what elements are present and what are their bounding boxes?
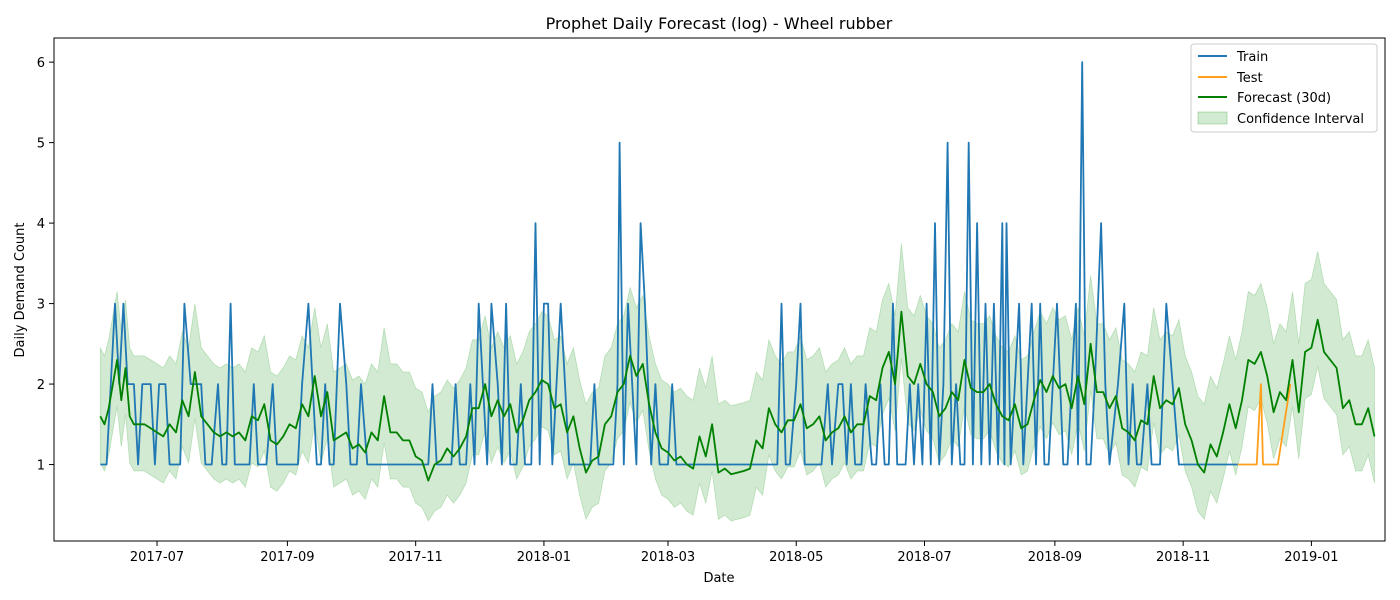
legend-ci-label: Confidence Interval [1237,112,1364,127]
legend-test-label: Test [1236,71,1263,86]
x-tick-label: 2018-07 [897,550,951,565]
x-axis: 2017-07 2017-09 2017-11 2018-01 2018-03 2018-… [130,541,1339,565]
x-tick-label: 2017-09 [260,550,314,565]
legend: Train Test Forecast (30d) Confidence Int… [1190,43,1378,133]
train-series-line [100,61,1238,466]
x-tick-label: 2018-03 [641,550,695,565]
y-tick-label: 1 [37,459,45,474]
x-tick-label: 2018-11 [1156,550,1210,565]
x-tick-label: 2018-05 [769,550,823,565]
x-tick-label: 2018-09 [1028,550,1082,565]
x-axis-label: Date [703,571,734,586]
y-tick-label: 2 [37,378,45,393]
y-tick-label: 6 [37,56,45,71]
y-axis: 1 2 3 4 5 6 [37,56,54,474]
x-tick-label: 2017-11 [388,550,442,565]
y-tick-label: 3 [37,298,45,313]
forecast-30d-series-line [99,310,1376,482]
x-tick-label: 2018-01 [517,550,571,565]
axes-frame [53,37,1386,542]
plot-area [99,61,1376,522]
confidence-interval-band [99,243,1375,522]
y-tick-label: 5 [37,137,45,152]
legend-forecast-label: Forecast (30d) [1237,91,1331,106]
x-tick-label: 2019-01 [1284,550,1338,565]
legend-ci-swatch [1197,111,1228,125]
y-tick-label: 4 [37,217,45,232]
y-axis-label: Daily Demand Count [13,223,28,358]
x-tick-label: 2017-07 [130,550,184,565]
test-series-line [1237,383,1292,466]
legend-train-label: Train [1236,50,1268,65]
chart-title: Prophet Daily Forecast (log) - Wheel rub… [546,14,893,33]
legend-box [1190,43,1378,133]
